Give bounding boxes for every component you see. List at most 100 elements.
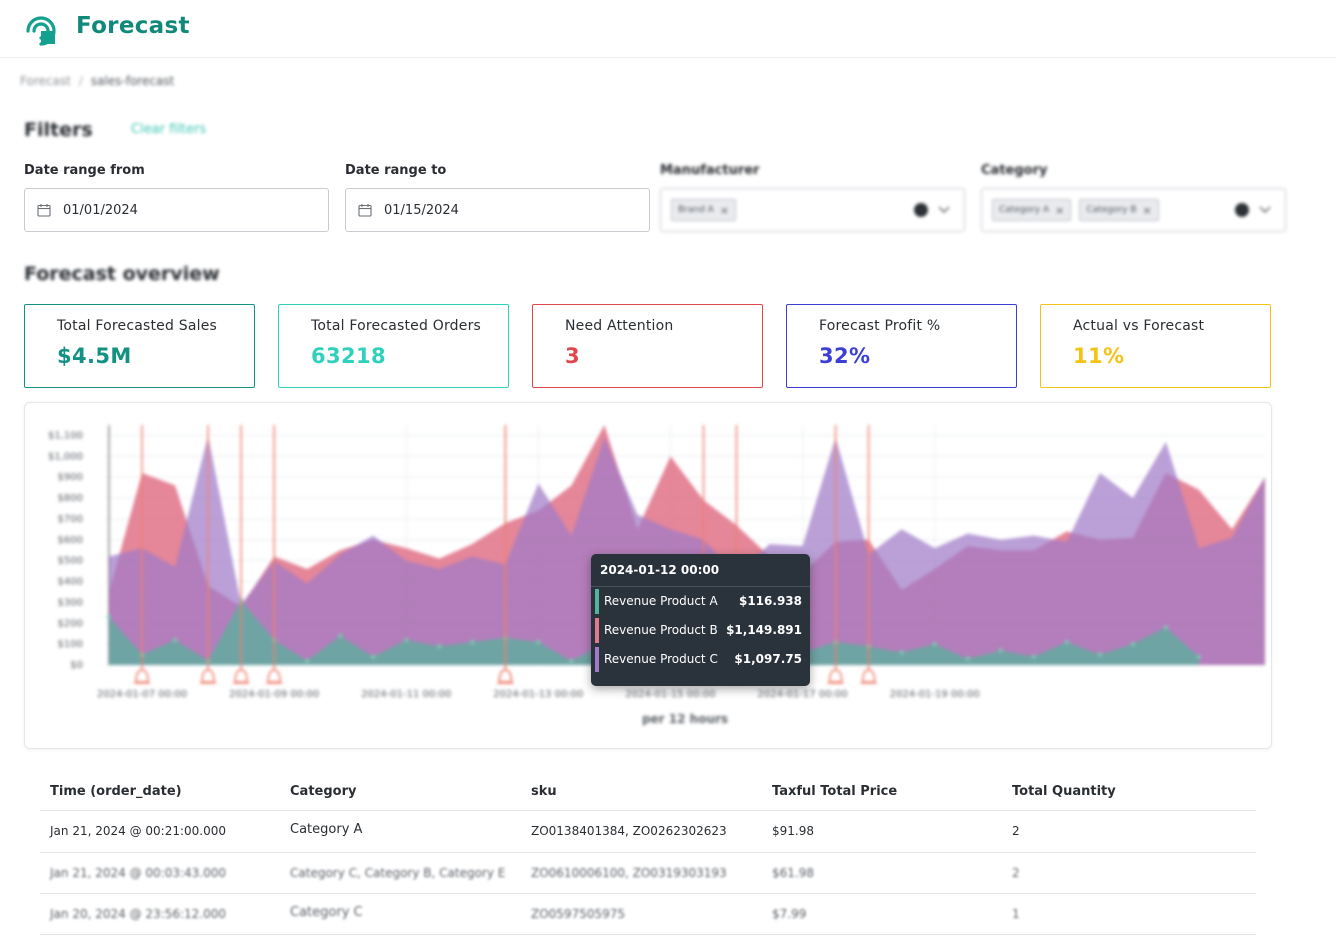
- table-cell: $7.99: [772, 907, 807, 921]
- category-chip: Category B ×: [1079, 199, 1159, 221]
- date-from-label: Date range from: [24, 163, 145, 178]
- forecast-logo-icon: [26, 16, 56, 46]
- kpi-label: Total Forecasted Sales: [57, 318, 217, 334]
- series-a-point: [536, 639, 541, 645]
- y-tick-label: $500: [58, 556, 83, 567]
- y-tick-label: $100: [58, 639, 83, 650]
- table-row[interactable]: Jan 20, 2024 @ 23:56:12.000 Category C Z…: [40, 893, 1256, 934]
- kpi-card: Total Forecasted Sales $4.5M: [24, 304, 255, 388]
- series-a-point: [1163, 625, 1169, 630]
- chevron-down-icon[interactable]: [936, 201, 952, 217]
- date-to-label: Date range to: [345, 163, 447, 178]
- kpi-value: 3: [565, 344, 581, 368]
- manufacturer-select[interactable]: Brand A ×: [660, 188, 965, 232]
- series-a-point: [1064, 639, 1070, 645]
- series-a-point: [998, 648, 1003, 653]
- manufacturer-label: Manufacturer: [660, 163, 760, 178]
- clear-selection-icon[interactable]: [914, 203, 928, 217]
- series-area-revenue-product-c: [109, 435, 1265, 665]
- series-a-point: [965, 656, 970, 661]
- breadcrumb: Forecast / sales-forecast: [20, 74, 174, 88]
- alert-bell-icon: [201, 669, 215, 683]
- series-a-point: [932, 641, 937, 647]
- table-cell: ZO0610006100, ZO0319303193: [531, 866, 727, 880]
- remove-chip-icon[interactable]: ×: [1142, 203, 1152, 217]
- clear-filters-link[interactable]: Clear filters: [131, 122, 207, 137]
- tooltip-row: Revenue Product A $116.938: [591, 587, 810, 616]
- kpi-card: Forecast Profit % 32%: [786, 304, 1017, 388]
- series-color-swatch: [595, 589, 599, 614]
- category-chip: Category A ×: [992, 199, 1072, 221]
- column-header[interactable]: Total Quantity: [1012, 784, 1116, 799]
- breadcrumb-root[interactable]: Forecast: [20, 74, 71, 88]
- series-a-point: [569, 658, 574, 664]
- series-a-point: [304, 658, 310, 664]
- y-tick-label: $800: [58, 493, 83, 504]
- date-to-input[interactable]: 01/15/2024: [345, 188, 650, 232]
- y-tick-label: $400: [58, 577, 83, 588]
- tooltip-row: Revenue Product C $1,097.75: [591, 645, 810, 674]
- kpi-card: Total Forecasted Orders 63218: [278, 304, 509, 388]
- kpi-value: 63218: [311, 344, 387, 368]
- kpi-label: Total Forecasted Orders: [311, 318, 482, 334]
- calendar-icon: [37, 204, 51, 217]
- date-to-value: 01/15/2024: [384, 202, 459, 218]
- x-tick-label: 2024-01-11 00:00: [361, 689, 451, 700]
- filters-heading: Filters: [24, 119, 93, 141]
- x-axis-label: per 12 hours: [642, 712, 728, 726]
- table-row-divider: [40, 934, 1256, 950]
- y-tick-label: $600: [58, 535, 83, 546]
- x-tick-label: 2024-01-07 00:00: [97, 689, 187, 700]
- chevron-down-icon[interactable]: [1257, 201, 1273, 217]
- y-tick-label: $1,000: [48, 451, 83, 462]
- category-select[interactable]: Category A × Category B ×: [981, 188, 1286, 232]
- table-cell: $61.98: [772, 866, 814, 880]
- date-from-input[interactable]: 01/01/2024: [24, 188, 329, 232]
- manufacturer-chip: Brand A ×: [671, 199, 737, 221]
- series-color-swatch: [595, 618, 599, 643]
- series-a-point: [172, 637, 178, 643]
- table-cell: Jan 20, 2024 @ 23:56:12.000: [50, 907, 226, 921]
- series-a-point: [470, 639, 475, 645]
- table-row[interactable]: Jan 21, 2024 @ 00:03:43.000 Category C, …: [40, 852, 1256, 893]
- table-cell: 1: [1012, 907, 1020, 921]
- alert-bell-icon: [498, 669, 513, 683]
- clear-selection-icon[interactable]: [1235, 203, 1249, 217]
- kpi-value: 11%: [1073, 344, 1125, 368]
- top-bar: Forecast: [0, 0, 1336, 58]
- y-tick-label: $300: [58, 597, 83, 608]
- table-cell: 2: [1012, 866, 1020, 880]
- alert-bell-icon: [828, 669, 843, 683]
- column-header[interactable]: Time (order_date): [50, 784, 182, 799]
- breadcrumb-current: sales-forecast: [90, 74, 175, 88]
- series-a-point: [1196, 654, 1202, 659]
- x-tick-label: 2024-01-13 00:00: [493, 689, 583, 700]
- remove-chip-icon[interactable]: ×: [1055, 203, 1065, 217]
- kpi-value: $4.5M: [57, 344, 132, 368]
- series-color-swatch: [595, 647, 599, 672]
- forecast-area-chart[interactable]: $0 $100 $200 $300 $400 $500 $600 $700 $800 $900 $1…: [25, 403, 1272, 749]
- series-a-point: [1130, 641, 1136, 647]
- forecast-overview-heading: Forecast overview: [24, 263, 220, 285]
- series-area-revenue-product-a: [109, 600, 1199, 665]
- series-a-point: [1097, 652, 1103, 657]
- x-tick-label: 2024-01-17 00:00: [758, 689, 848, 700]
- app-title: Forecast: [76, 13, 190, 39]
- series-a-point: [404, 637, 409, 643]
- kpi-label: Actual vs Forecast: [1073, 318, 1205, 334]
- x-tick-label: 2024-01-09 00:00: [229, 689, 319, 700]
- chart-tooltip: 2024-01-12 00:00 Revenue Product A $116.…: [591, 554, 810, 686]
- column-header[interactable]: sku: [531, 784, 557, 799]
- remove-chip-icon[interactable]: ×: [719, 203, 730, 217]
- kpi-label: Forecast Profit %: [819, 318, 941, 334]
- kpi-value: 32%: [819, 344, 871, 368]
- table-cell: Category A: [290, 822, 363, 837]
- series-a-point: [338, 633, 343, 638]
- alert-bell-icon: [234, 669, 248, 683]
- table-row[interactable]: Jan 21, 2024 @ 00:21:00.000 Category A Z…: [40, 810, 1256, 851]
- column-header[interactable]: Taxful Total Price: [772, 784, 898, 799]
- column-header[interactable]: Category: [290, 784, 357, 799]
- tooltip-row: Revenue Product B $1,149.891: [591, 616, 810, 645]
- series-a-point: [371, 654, 376, 659]
- breadcrumb-separator: /: [78, 74, 83, 88]
